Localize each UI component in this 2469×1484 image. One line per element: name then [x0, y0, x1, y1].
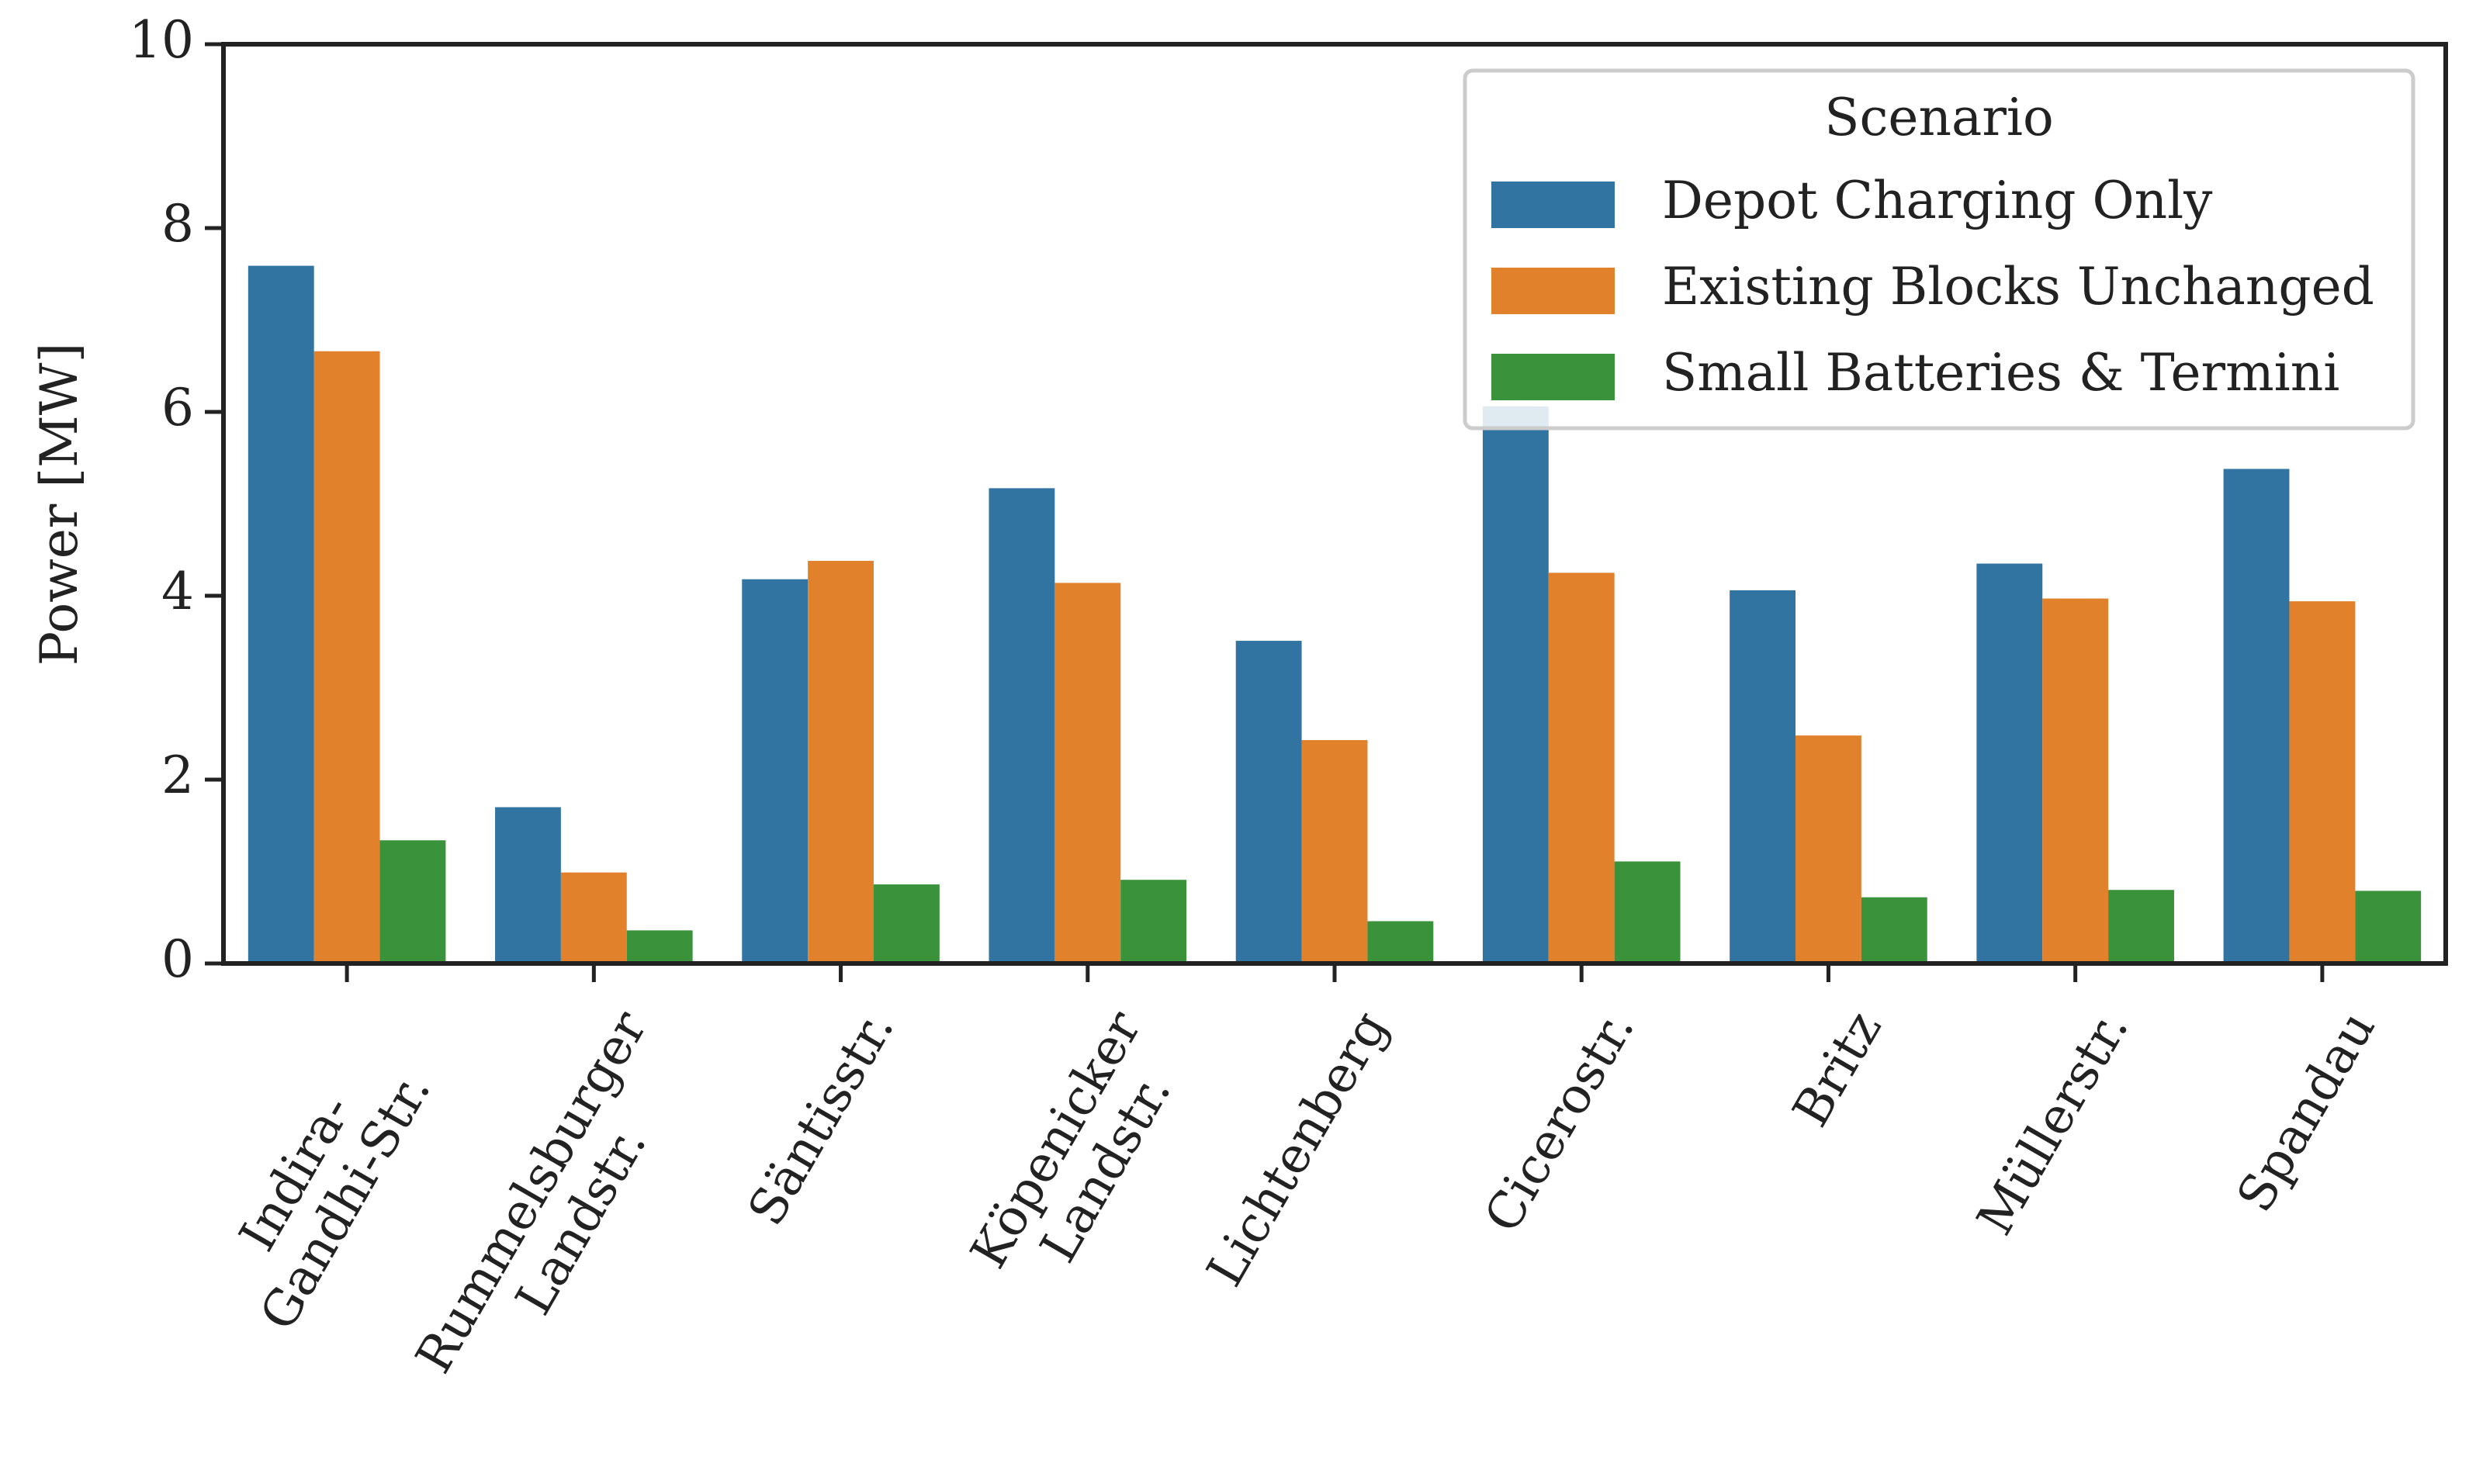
bar [2289, 601, 2356, 963]
bar [1730, 590, 1796, 963]
y-axis-label: Power [MW] [29, 343, 89, 666]
bar [1301, 740, 1368, 963]
legend-swatch [1491, 182, 1615, 228]
y-tick-label: 4 [161, 562, 194, 621]
bar [1482, 406, 1549, 963]
bar [1235, 641, 1302, 963]
bar [808, 560, 874, 963]
legend-label: Existing Blocks Unchanged [1662, 257, 2374, 317]
legend-title: Scenario [1824, 88, 2054, 147]
bar [1120, 880, 1187, 963]
axes-frame [221, 42, 2448, 966]
bar [560, 872, 627, 963]
bar [1861, 897, 1927, 963]
bar [626, 930, 693, 963]
y-tick-label: 10 [129, 10, 194, 70]
bar [495, 807, 561, 963]
bar [2223, 469, 2290, 963]
bar [1054, 583, 1121, 963]
bar [1795, 735, 1861, 963]
legend-box [1463, 68, 2415, 431]
y-tick-label: 6 [161, 378, 194, 438]
bar [2355, 891, 2422, 963]
legend-label: Small Batteries & Termini [1662, 343, 2339, 403]
bar [379, 840, 446, 963]
bar [2108, 890, 2174, 963]
bar [1976, 563, 2043, 963]
bar [1548, 572, 1615, 963]
bar [1367, 921, 1434, 963]
bar [248, 265, 314, 964]
bar [742, 579, 809, 963]
bar [989, 488, 1055, 963]
bar [313, 351, 380, 963]
bar [2042, 598, 2109, 963]
y-tick-label: 2 [161, 745, 194, 805]
bar [1614, 861, 1681, 963]
y-tick-label: 0 [161, 929, 194, 989]
legend-label: Depot Charging Only [1662, 171, 2213, 230]
bar [873, 884, 940, 963]
legend-swatch [1491, 354, 1615, 400]
legend-swatch [1491, 268, 1615, 314]
y-tick-label: 8 [161, 194, 194, 254]
